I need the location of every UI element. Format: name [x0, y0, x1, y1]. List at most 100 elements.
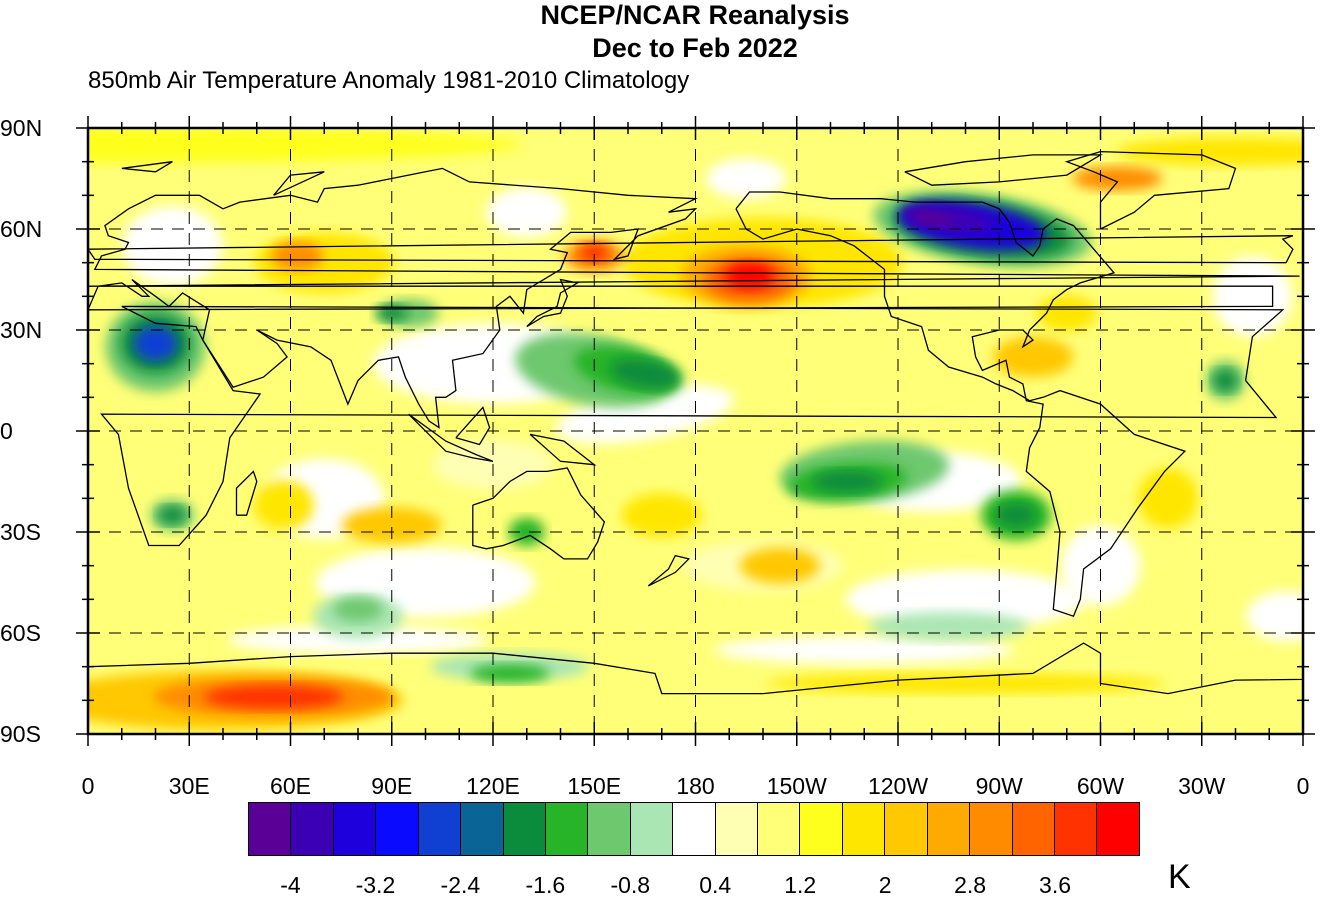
anomaly-patch	[996, 503, 1037, 528]
longitude-label: 30W	[1178, 773, 1226, 799]
colorbar-tick-label: 1.2	[784, 872, 817, 898]
colorbar-tick-label: -2.4	[440, 872, 481, 898]
colorbar-tick-label: 3.6	[1039, 872, 1072, 898]
longitude-label: 120E	[466, 773, 520, 799]
longitude-label: 120W	[867, 773, 929, 799]
coastline	[121, 161, 173, 173]
longitude-label: 90E	[371, 773, 413, 799]
anomaly-patch	[486, 187, 567, 238]
colorbar-tick-label: 2.8	[954, 872, 987, 898]
anomaly-patch	[341, 507, 442, 544]
colorbar-swatch	[418, 803, 462, 855]
longitude-label: 0	[1296, 773, 1310, 799]
colorbar-swatch	[885, 803, 928, 855]
map-period: Dec to Feb 2022	[592, 33, 798, 63]
coastline	[647, 554, 691, 587]
latitude-label: 60N	[0, 216, 43, 242]
colorbar-swatch	[970, 803, 1013, 855]
anomaly-patch	[909, 211, 954, 227]
longitude-label: 90W	[975, 773, 1023, 799]
anomaly-patch	[580, 243, 609, 262]
coastline	[455, 406, 491, 446]
anomaly-patch	[1213, 369, 1238, 392]
longitude-label: 150E	[567, 773, 622, 799]
anomaly-patch	[1212, 256, 1293, 337]
colorbar-swatch	[842, 803, 886, 855]
anomaly-patch	[228, 625, 488, 654]
colorbar-tick-label: -0.8	[610, 872, 651, 898]
coastline	[526, 278, 580, 328]
coastline	[408, 413, 494, 462]
colorbar-tick-label: -4	[280, 872, 301, 898]
longitude-label: 60W	[1076, 773, 1125, 799]
colorbar-swatch	[333, 803, 377, 855]
colorbar-tick-label: 2	[878, 872, 892, 898]
colorbar-swatch	[1097, 803, 1139, 855]
longitude-label: 150W	[766, 773, 827, 799]
anomaly-patch	[1060, 525, 1141, 606]
colorbar-swatch	[588, 803, 631, 855]
latitude-label: 30S	[0, 519, 41, 545]
coastline	[1064, 150, 1237, 230]
map-plot	[76, 116, 1315, 746]
anomaly-patch	[122, 205, 223, 286]
colorbar-swatch	[715, 803, 759, 855]
anomaly-patch	[1115, 137, 1303, 166]
anomaly-patch	[812, 470, 883, 493]
colorbar-swatch	[1055, 803, 1098, 855]
colorbar-swatch	[927, 803, 971, 855]
anomaly-patch	[158, 506, 187, 525]
anomaly-patch	[133, 325, 178, 362]
latitude-label: 90S	[0, 721, 41, 747]
colorbar-swatch	[249, 803, 292, 855]
anomaly-patch	[621, 493, 702, 538]
colorbar-swatch	[758, 803, 801, 855]
anomaly-patch	[271, 241, 324, 270]
coastline	[735, 191, 1187, 618]
colorbar-swatch	[800, 803, 843, 855]
anomaly-patch	[469, 664, 550, 683]
anomaly-patch	[1138, 468, 1198, 529]
colorbar-swatch	[1012, 803, 1056, 855]
anomaly-patch	[765, 673, 1166, 694]
coastline	[88, 235, 1294, 264]
anomaly-patch	[845, 569, 1086, 630]
map-subtitle: 850mb Air Temperature Anomaly 1981-2010 …	[88, 67, 690, 94]
anomaly-patch	[88, 128, 522, 163]
coastline	[273, 171, 325, 196]
anomaly-patch	[739, 547, 820, 584]
latitude-label: 0	[0, 418, 13, 444]
coastline	[88, 167, 1300, 429]
anomaly-patch	[1246, 591, 1303, 642]
anomaly-patch	[610, 358, 680, 389]
longitude-label: 60E	[270, 773, 311, 799]
anomaly-patch	[203, 684, 344, 709]
longitude-label: 180	[676, 773, 715, 799]
anomaly-patch	[714, 635, 1015, 664]
map-frame	[86, 126, 1305, 736]
latitude-label: 60S	[0, 620, 41, 646]
colorbar-swatch	[673, 803, 716, 855]
map-title: NCEP/NCAR Reanalysis	[540, 0, 850, 30]
anomaly-patch	[993, 336, 1073, 377]
latitude-label: 30N	[0, 317, 43, 343]
anomaly-patch	[706, 158, 787, 199]
anomaly-patch	[1072, 166, 1163, 191]
longitude-label: 0	[81, 773, 95, 799]
colorbar-swatch	[461, 803, 504, 855]
colorbar-tick-label: 0.4	[699, 872, 732, 898]
colorbar-unit: K	[1168, 858, 1191, 896]
coastline	[472, 467, 606, 560]
anomaly-patch	[333, 597, 383, 622]
coastline	[100, 305, 1285, 547]
colorbar-swatch	[630, 803, 674, 855]
colorbar-tick-label: -1.6	[525, 872, 566, 898]
anomaly-patch	[724, 263, 775, 290]
colorbar-swatch	[291, 803, 334, 855]
colorbar-swatch	[376, 803, 419, 855]
coastline	[235, 470, 258, 516]
colorbar-swatch	[545, 803, 589, 855]
anomaly-field	[88, 128, 1303, 734]
longitude-label: 30E	[168, 773, 210, 799]
anomaly-patch	[868, 612, 1029, 641]
